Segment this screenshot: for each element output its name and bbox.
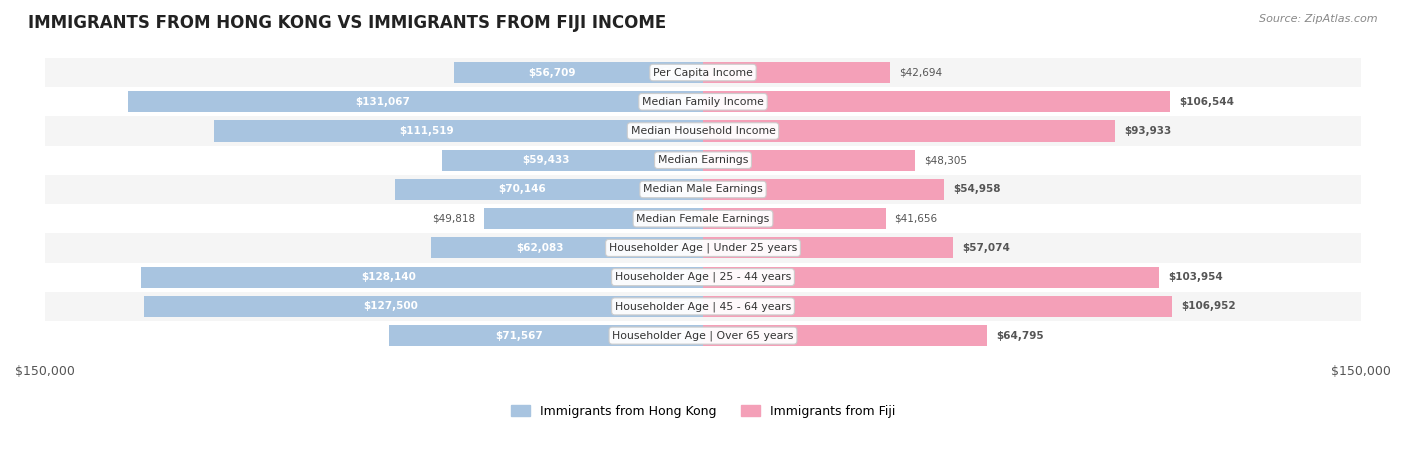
Text: $93,933: $93,933 <box>1123 126 1171 136</box>
Text: $59,433: $59,433 <box>523 155 569 165</box>
Bar <box>141 267 703 288</box>
Text: $127,500: $127,500 <box>648 301 703 311</box>
Bar <box>389 325 703 346</box>
Text: $62,083: $62,083 <box>516 243 564 253</box>
Bar <box>45 262 1361 292</box>
Text: $49,818: $49,818 <box>433 214 475 224</box>
Text: Median Family Income: Median Family Income <box>643 97 763 107</box>
Bar <box>45 234 1361 262</box>
Text: $41,656: $41,656 <box>894 214 938 224</box>
Text: $64,795: $64,795 <box>995 331 1043 340</box>
Text: $56,709: $56,709 <box>529 68 576 78</box>
Text: $131,067: $131,067 <box>354 97 409 107</box>
Text: $57,074: $57,074 <box>962 243 1010 253</box>
Text: IMMIGRANTS FROM HONG KONG VS IMMIGRANTS FROM FIJI INCOME: IMMIGRANTS FROM HONG KONG VS IMMIGRANTS … <box>28 14 666 32</box>
Bar <box>703 179 943 200</box>
Text: $106,544: $106,544 <box>1180 97 1234 107</box>
Text: Per Capita Income: Per Capita Income <box>652 68 754 78</box>
Text: $128,140: $128,140 <box>361 272 416 282</box>
Text: Householder Age | 25 - 44 years: Householder Age | 25 - 44 years <box>614 272 792 283</box>
Bar <box>395 179 703 200</box>
Text: $128,140: $128,140 <box>648 272 703 282</box>
Bar <box>703 120 1115 142</box>
Text: $48,305: $48,305 <box>924 155 967 165</box>
Text: $106,952: $106,952 <box>1181 301 1236 311</box>
Bar <box>128 91 703 112</box>
Text: Median Earnings: Median Earnings <box>658 155 748 165</box>
Text: $70,146: $70,146 <box>498 184 546 194</box>
Text: $131,067: $131,067 <box>648 97 703 107</box>
Bar <box>703 150 915 171</box>
Bar <box>703 91 1170 112</box>
Bar <box>45 204 1361 234</box>
Bar <box>703 208 886 229</box>
Text: $70,146: $70,146 <box>655 184 703 194</box>
Bar <box>703 62 890 83</box>
Bar <box>45 116 1361 146</box>
Text: Householder Age | Under 25 years: Householder Age | Under 25 years <box>609 243 797 253</box>
Bar <box>214 120 703 142</box>
Text: $111,519: $111,519 <box>648 126 703 136</box>
Bar <box>443 150 703 171</box>
Bar <box>45 292 1361 321</box>
Text: Householder Age | 45 - 64 years: Householder Age | 45 - 64 years <box>614 301 792 311</box>
Bar <box>430 237 703 258</box>
Text: $42,694: $42,694 <box>898 68 942 78</box>
Text: $71,567: $71,567 <box>655 331 703 340</box>
Text: Median Female Earnings: Median Female Earnings <box>637 214 769 224</box>
Bar <box>454 62 703 83</box>
Bar <box>45 58 1361 87</box>
Bar <box>45 321 1361 350</box>
Text: $71,567: $71,567 <box>495 331 543 340</box>
Bar <box>45 175 1361 204</box>
Text: $111,519: $111,519 <box>399 126 454 136</box>
Text: $127,500: $127,500 <box>363 301 418 311</box>
Text: Householder Age | Over 65 years: Householder Age | Over 65 years <box>612 330 794 341</box>
Bar <box>45 146 1361 175</box>
Bar <box>45 87 1361 116</box>
Text: Median Household Income: Median Household Income <box>630 126 776 136</box>
Bar <box>143 296 703 317</box>
Text: $56,709: $56,709 <box>655 68 703 78</box>
Bar <box>703 325 987 346</box>
Bar <box>703 296 1173 317</box>
Bar <box>485 208 703 229</box>
Text: $54,958: $54,958 <box>953 184 1001 194</box>
Text: $59,433: $59,433 <box>655 155 703 165</box>
Text: $62,083: $62,083 <box>655 243 703 253</box>
Text: Median Male Earnings: Median Male Earnings <box>643 184 763 194</box>
Text: $103,954: $103,954 <box>1168 272 1223 282</box>
Bar <box>703 267 1159 288</box>
Bar <box>703 237 953 258</box>
Legend: Immigrants from Hong Kong, Immigrants from Fiji: Immigrants from Hong Kong, Immigrants fr… <box>506 400 900 423</box>
Text: Source: ZipAtlas.com: Source: ZipAtlas.com <box>1260 14 1378 24</box>
